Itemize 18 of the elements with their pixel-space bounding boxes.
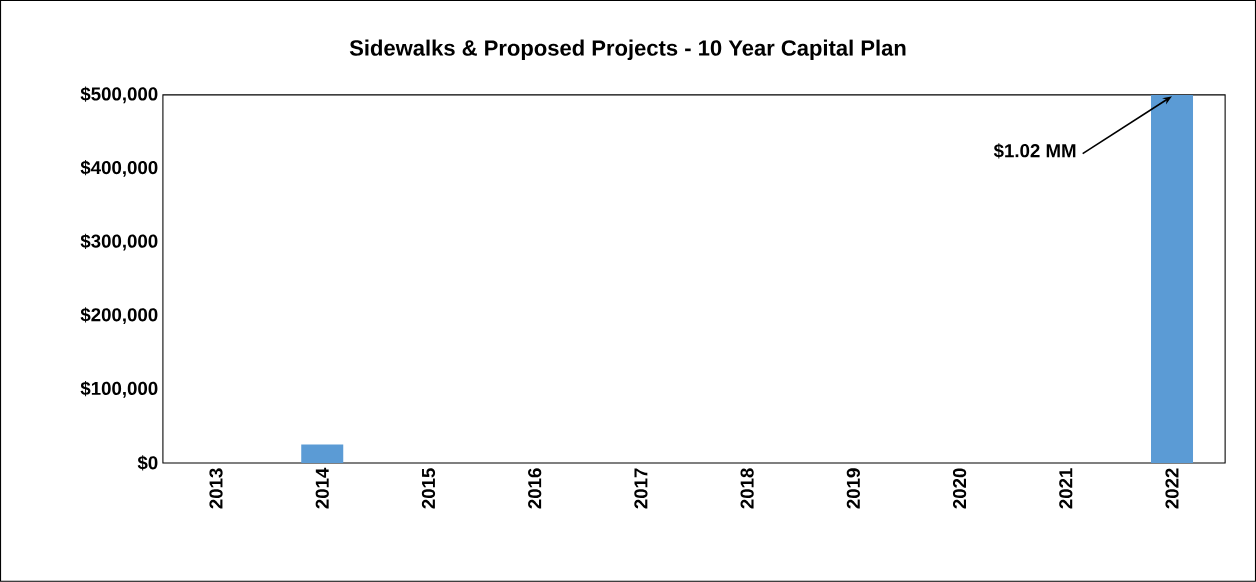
x-tick-label: 2019 <box>846 468 860 509</box>
x-tick-label: 2021 <box>1059 468 1073 509</box>
x-tick-label: 2014 <box>315 467 329 509</box>
x-tick-label: 2015 <box>421 468 436 509</box>
x-tick-label: 2020 <box>952 468 967 509</box>
x-tick-label: 2017 <box>634 468 648 509</box>
annotation: $1.02 MM <box>993 143 1076 159</box>
y-tick-label: $0 <box>137 455 158 471</box>
y-tick-label: $300,000 <box>80 233 158 251</box>
y-tick-label: $400,000 <box>80 160 158 177</box>
chart-title: Sidewalks & Proposed Projects - 10 Year Capital Plan <box>349 39 906 61</box>
x-tick-label: 2022 <box>1165 468 1179 509</box>
y-tick-label: $500,000 <box>80 86 158 104</box>
x-tick-label: 2016 <box>528 468 542 509</box>
y-tick-label: $200,000 <box>80 307 158 325</box>
x-tick-label: 2013 <box>209 468 223 509</box>
y-tick-label: $100,000 <box>80 381 158 398</box>
x-tick-label: 2018 <box>740 468 754 509</box>
